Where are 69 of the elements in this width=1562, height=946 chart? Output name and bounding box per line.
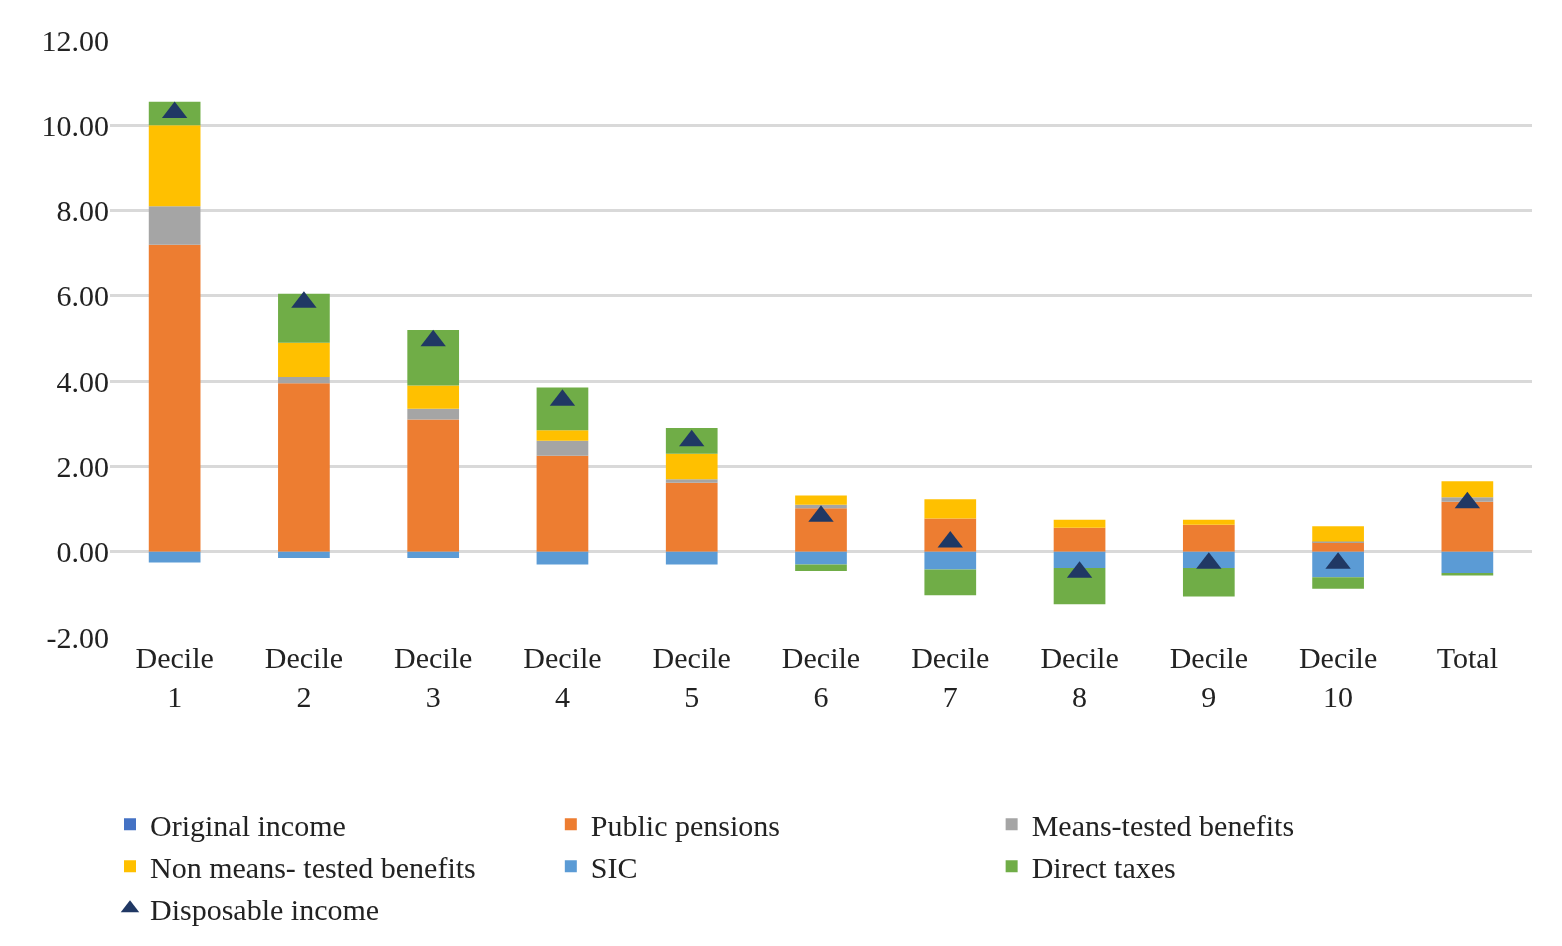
x-tick-label: Decile 2 [264, 641, 344, 713]
bar [407, 329, 460, 386]
y-tick-label: 0.00 [56, 535, 109, 569]
bar [148, 551, 201, 563]
bar [795, 564, 847, 571]
bar [924, 569, 977, 596]
legend-label: Means-tested benefits [1031, 808, 1295, 842]
bar [1312, 577, 1364, 589]
bar [536, 551, 589, 565]
x-tick-label: Decile 7 [911, 641, 990, 713]
bar [148, 244, 201, 552]
bar [665, 479, 718, 483]
bar [1182, 524, 1235, 552]
bar [148, 125, 201, 207]
legend-label: Original income [150, 808, 346, 842]
legend-label: SIC [590, 850, 638, 884]
bar [1441, 573, 1494, 576]
y-tick-label: 2.00 [56, 449, 109, 483]
bar [1053, 527, 1106, 552]
bar [278, 551, 330, 559]
bar [665, 551, 718, 565]
x-tick-label: Decile 4 [523, 641, 602, 713]
bar [1312, 542, 1364, 552]
bar [1441, 501, 1494, 552]
bar [924, 551, 977, 570]
x-tick-label: Decile 1 [135, 641, 214, 713]
legend-label: Disposable income [150, 892, 380, 926]
bar [924, 499, 977, 519]
legend-label: Direct taxes [1031, 850, 1176, 884]
bar [536, 387, 589, 431]
bar [795, 495, 847, 505]
x-tick-label: Decile 10 [1298, 641, 1378, 713]
bar [536, 455, 589, 552]
x-tick-label: Total [1436, 641, 1498, 674]
x-tick-label: Decile 3 [394, 641, 473, 713]
y-tick-label: 4.00 [56, 364, 109, 398]
bar [795, 508, 847, 552]
bar [1182, 567, 1235, 597]
bar [665, 482, 718, 552]
y-tick-label: 12.00 [41, 23, 109, 57]
bar [278, 383, 330, 552]
bar [278, 293, 330, 343]
bar [536, 440, 589, 456]
bar [1312, 526, 1364, 542]
bar [1182, 519, 1235, 525]
bar [278, 342, 330, 377]
legend-label: Non means- tested benefits [150, 850, 476, 884]
x-tick-label: Decile 5 [652, 641, 731, 713]
bar [536, 430, 589, 441]
x-tick-label: Decile 6 [781, 641, 861, 713]
bar [665, 453, 718, 480]
x-tick-label: Decile 9 [1169, 641, 1248, 713]
bar [407, 408, 460, 420]
bar [1441, 551, 1494, 574]
bar [795, 551, 847, 565]
bar [407, 385, 460, 409]
y-tick-label: -2.00 [46, 620, 109, 654]
bar [1053, 551, 1106, 568]
legend-label: Public pensions [590, 808, 780, 842]
y-tick-label: 10.00 [41, 108, 109, 142]
y-tick-label: 6.00 [56, 279, 109, 313]
bar [407, 419, 460, 552]
x-tick-label: Decile 8 [1040, 641, 1119, 713]
bar [407, 551, 460, 559]
bar [1441, 481, 1494, 498]
bar [278, 376, 330, 384]
y-tick-label: 8.00 [56, 194, 109, 228]
bar [148, 206, 201, 245]
bar [1053, 519, 1106, 528]
